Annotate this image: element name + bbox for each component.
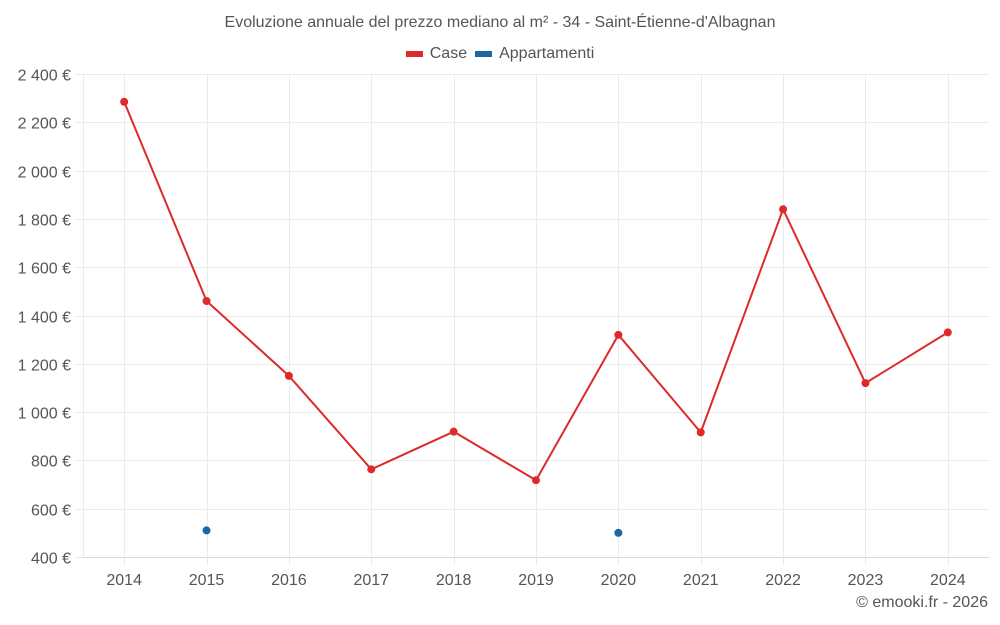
y-tick-label: 2 200 €	[18, 116, 71, 133]
y-tick-label: 1 200 €	[18, 358, 71, 375]
data-point-case[interactable]	[614, 330, 623, 339]
y-tick-label: 1 000 €	[18, 406, 71, 423]
y-tick-label: 2 400 €	[18, 68, 71, 85]
x-tick-label: 2015	[189, 572, 225, 589]
data-point-case[interactable]	[861, 379, 870, 388]
x-tick-label: 2016	[271, 572, 307, 589]
chart-title: Evoluzione annuale del prezzo mediano al…	[224, 14, 776, 31]
data-point-appartamenti[interactable]	[614, 528, 623, 537]
data-point-case[interactable]	[696, 428, 705, 437]
copyright-footer: © emooki.fr - 2026	[856, 594, 988, 611]
x-tick-label: 2024	[930, 572, 966, 589]
y-axis: 400 € 600 € 800 € 1 000 € 1 200 € 1 400 € 1 60…	[18, 68, 83, 568]
data-point-case[interactable]	[284, 371, 293, 380]
data-point-case[interactable]	[367, 465, 376, 474]
legend-label-appartamenti: Appartamenti	[499, 45, 595, 62]
y-tick-label: 600 €	[31, 503, 71, 520]
x-tick-label: 2017	[353, 572, 389, 589]
data-point-case[interactable]	[202, 297, 211, 306]
legend: Case Appartamenti	[0, 45, 1000, 63]
series-layer	[120, 97, 952, 537]
x-axis: 2014 2015 2016 2017 2018 2019 2020 2021 2022 2023…	[106, 572, 965, 589]
y-tick-label: 400 €	[31, 551, 71, 568]
legend-swatch-case	[405, 51, 423, 57]
y-tick-label: 1 600 €	[18, 261, 71, 278]
x-tick-label: 2019	[518, 572, 554, 589]
data-point-case[interactable]	[779, 205, 788, 214]
y-tick-label: 1 400 €	[18, 310, 71, 327]
data-point-appartamenti[interactable]	[202, 526, 211, 535]
data-point-case[interactable]	[532, 476, 540, 485]
legend-item-appartamenti[interactable]: Appartamenti	[475, 45, 594, 63]
legend-item-case[interactable]: Case	[405, 45, 468, 63]
data-point-case[interactable]	[449, 427, 458, 436]
y-tick-label: 2 000 €	[18, 165, 71, 182]
data-point-case[interactable]	[943, 328, 952, 337]
x-tick-label: 2022	[765, 572, 801, 589]
x-tick-label: 2020	[601, 572, 637, 589]
x-tick-label: 2018	[436, 572, 472, 589]
x-tick-label: 2021	[683, 572, 719, 589]
y-tick-label: 800 €	[31, 454, 71, 471]
legend-swatch-appartamenti	[475, 51, 493, 57]
gridlines	[83, 74, 989, 565]
x-tick-label: 2023	[848, 572, 884, 589]
x-tick-label: 2014	[106, 572, 142, 589]
data-point-case[interactable]	[120, 97, 129, 106]
y-tick-label: 1 800 €	[18, 213, 71, 230]
legend-label-case: Case	[429, 45, 468, 62]
